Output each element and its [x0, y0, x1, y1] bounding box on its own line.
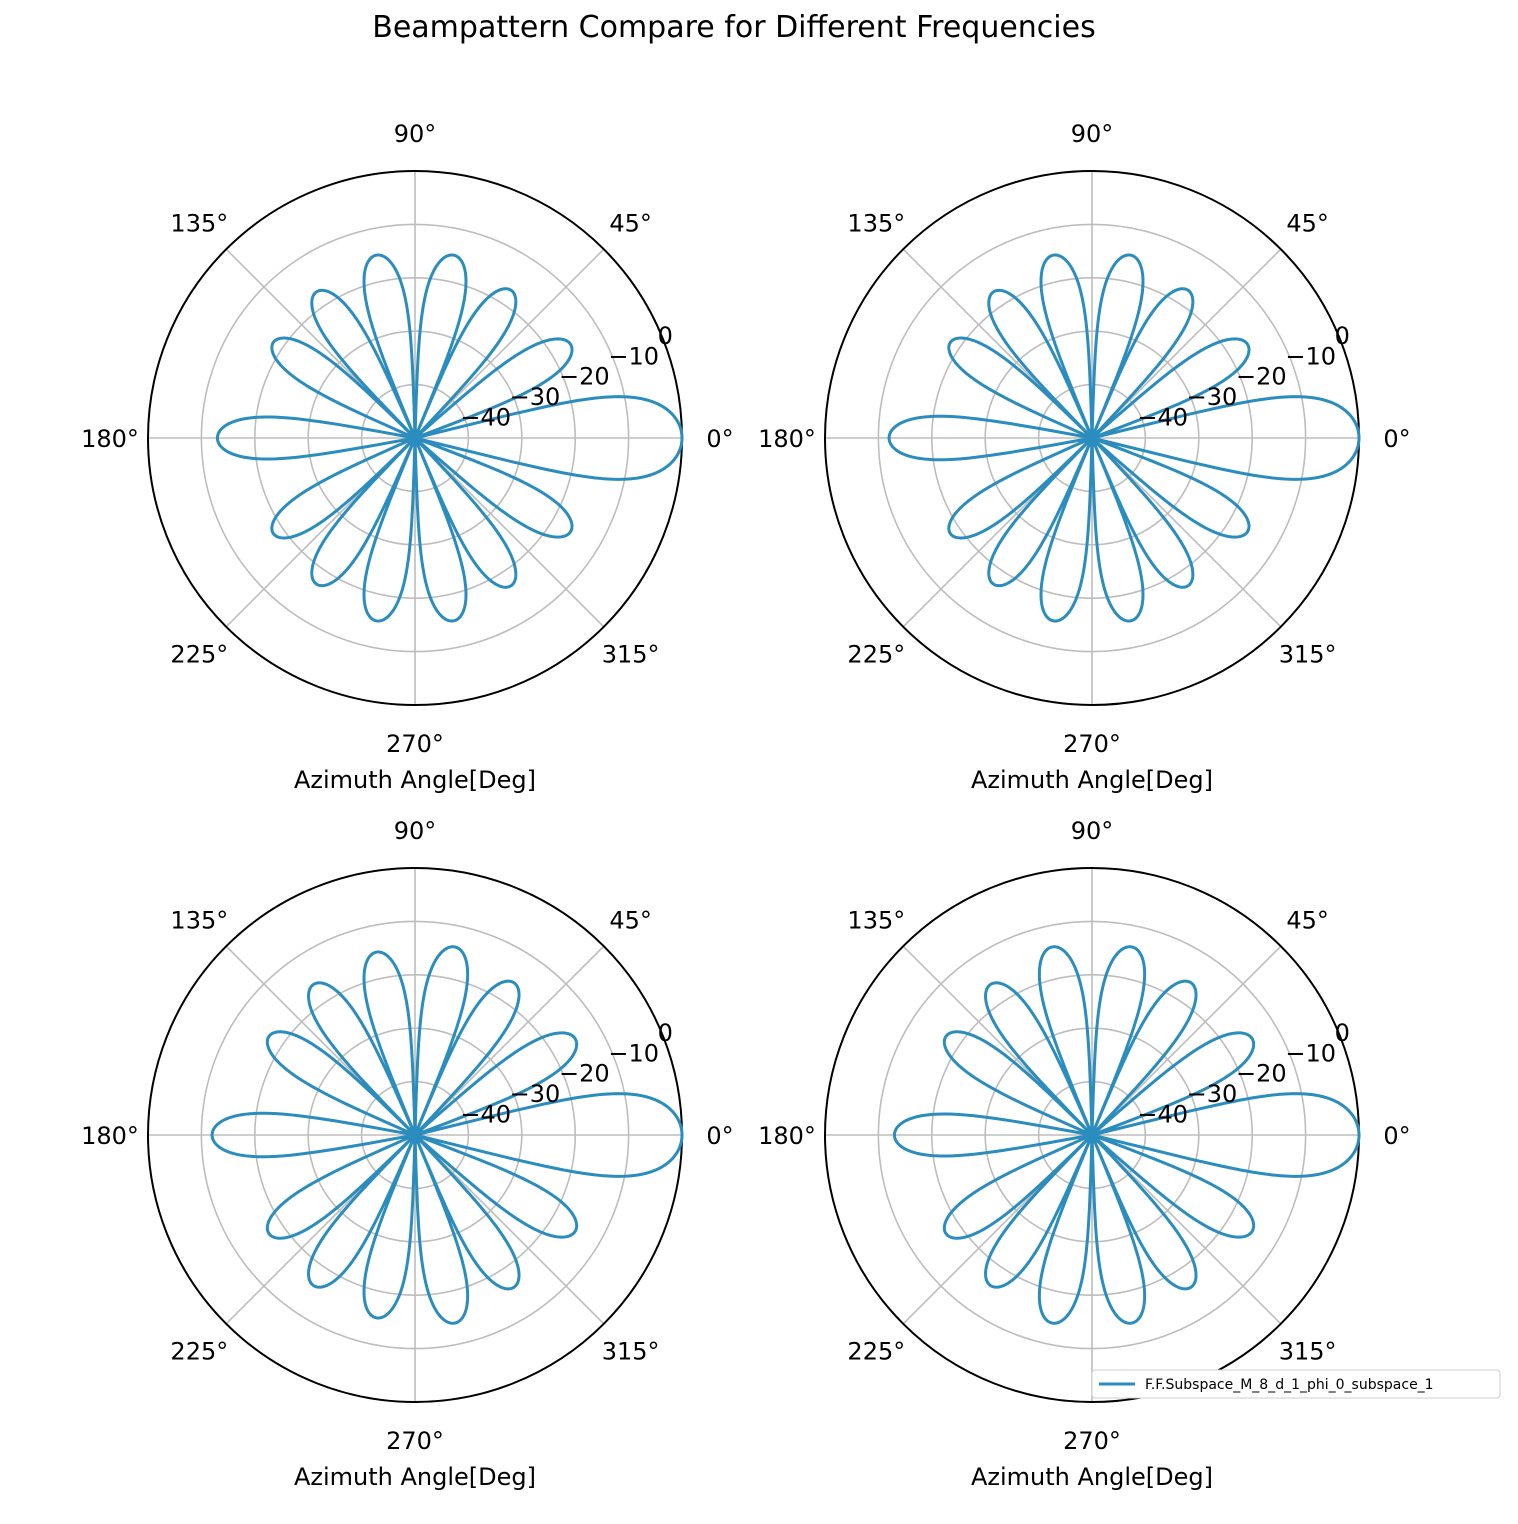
beampattern-line [892, 945, 1361, 1325]
theta-tick-label: 135° [847, 209, 905, 237]
r-tick-label: −40 [460, 1101, 511, 1129]
x-axis-label: Azimuth Angle[Deg] [294, 1463, 536, 1491]
theta-tick-label: 315° [602, 641, 660, 669]
r-tick-label: 0 [1335, 322, 1350, 350]
theta-tick-label: 0° [706, 1122, 733, 1150]
legend-label: F.F.Subspace_M_8_d_1_phi_0_subspace_1 [1145, 1377, 1434, 1393]
theta-tick-label: 135° [847, 906, 905, 934]
theta-tick-label: 135° [170, 906, 228, 934]
polar-subplots: 0°45°90°135°180°225°270°315°−40−30−20−10… [81, 120, 1411, 1491]
theta-tick-label: 270° [1063, 1427, 1121, 1455]
legend: F.F.Subspace_M_8_d_1_phi_0_subspace_1 [1091, 1369, 1501, 1399]
polar-subplot-1: 0° 45° 90° 135° 180° 225° 270° 315° −40−30−20−10… [81, 120, 734, 794]
polar-subplot-3: 0° 45° 90° 135° 180° 225° 270° 315° −40−30−20−10… [81, 817, 734, 1491]
r-tick-label: −10 [1285, 342, 1336, 370]
r-tick-label: −10 [608, 1039, 659, 1067]
x-axis-label: Azimuth Angle[Deg] [971, 1463, 1213, 1491]
r-tick-label: −10 [1285, 1039, 1336, 1067]
theta-tick-label: 225° [847, 1338, 905, 1366]
legend-box [1091, 1369, 1501, 1399]
theta-tick-label: 225° [170, 641, 228, 669]
r-tick-label: −30 [1187, 1080, 1238, 1108]
theta-tick-label: 45° [1286, 209, 1329, 237]
angular-gridline [414, 437, 605, 628]
theta-tick-label: 0° [1383, 1122, 1410, 1150]
theta-tick-label: 270° [386, 1427, 444, 1455]
figure-title: Beampattern Compare for Different Freque… [372, 10, 1095, 45]
theta-tick-label: 45° [609, 906, 652, 934]
theta-tick-label: 315° [1279, 1338, 1337, 1366]
beampattern-line [215, 253, 684, 623]
theta-tick-label: 90° [1071, 120, 1114, 148]
theta-tick-label: 0° [1383, 425, 1410, 453]
r-tick-label: −30 [1187, 383, 1238, 411]
theta-tick-label: 270° [386, 730, 444, 758]
r-tick-label: −20 [1236, 363, 1287, 391]
theta-tick-label: 135° [170, 209, 228, 237]
theta-tick-label: 225° [170, 1338, 228, 1366]
r-tick-label: 0 [658, 1019, 673, 1047]
angular-gridline [414, 248, 605, 439]
theta-tick-label: 90° [394, 120, 437, 148]
theta-tick-label: 180° [758, 425, 816, 453]
beampattern-line [210, 945, 684, 1325]
angular-gridline [1091, 437, 1282, 628]
r-tick-label: −20 [559, 1060, 610, 1088]
r-tick-label: −40 [1137, 1101, 1188, 1129]
theta-tick-label: 180° [81, 425, 139, 453]
angular-gridline [1091, 248, 1282, 439]
r-tick-label: −30 [510, 1080, 561, 1108]
theta-tick-label: 45° [1286, 906, 1329, 934]
theta-tick-label: 225° [847, 641, 905, 669]
theta-tick-label: 270° [1063, 730, 1121, 758]
theta-tick-label: 180° [81, 1122, 139, 1150]
r-tick-label: −30 [510, 383, 561, 411]
r-tick-label: 0 [658, 322, 673, 350]
theta-tick-label: 90° [1071, 817, 1114, 845]
r-tick-label: −20 [559, 363, 610, 391]
r-tick-label: −10 [608, 342, 659, 370]
x-axis-label: Azimuth Angle[Deg] [294, 766, 536, 794]
r-tick-label: 0 [1335, 1019, 1350, 1047]
r-tick-label: −20 [1236, 1060, 1287, 1088]
beampattern-line [887, 253, 1361, 623]
theta-tick-label: 90° [394, 817, 437, 845]
polar-subplot-4: 0° 45° 90° 135° 180° 225° 270° 315° −40−30−20−10… [758, 817, 1411, 1491]
x-axis-label: Azimuth Angle[Deg] [971, 766, 1213, 794]
r-tick-label: −40 [460, 404, 511, 432]
theta-tick-label: 0° [706, 425, 733, 453]
theta-tick-label: 315° [602, 1338, 660, 1366]
polar-subplot-2: 0° 45° 90° 135° 180° 225° 270° 315° −40−30−20−10… [758, 120, 1411, 794]
theta-tick-label: 315° [1279, 641, 1337, 669]
r-tick-label: −40 [1137, 404, 1188, 432]
theta-tick-label: 180° [758, 1122, 816, 1150]
theta-tick-label: 45° [609, 209, 652, 237]
